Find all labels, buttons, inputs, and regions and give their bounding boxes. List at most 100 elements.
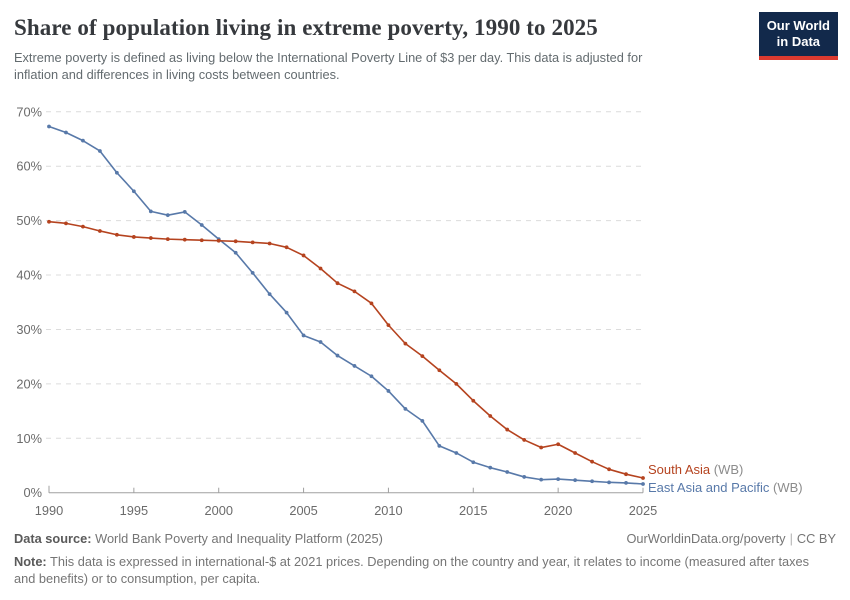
attribution-separator: | — [789, 531, 793, 546]
attribution-line: OurWorldinData.org/poverty | CC BY — [626, 531, 836, 546]
data-point — [369, 374, 374, 379]
data-point — [505, 470, 510, 474]
data-point — [352, 289, 357, 294]
x-axis-tick-label: 2000 — [204, 503, 232, 518]
y-axis-tick-label: 0% — [24, 485, 43, 500]
data-point — [437, 444, 442, 448]
note-line-2: and benefits) or to consumption, per cap… — [14, 571, 261, 586]
data-point — [182, 237, 187, 242]
chart-subtitle: Extreme poverty is defined as living bel… — [14, 50, 642, 83]
data-point — [301, 333, 306, 338]
x-axis-tick-label: 2025 — [629, 503, 657, 518]
data-point — [505, 427, 510, 432]
data-point — [233, 239, 238, 244]
series-line-south-asia — [48, 220, 644, 479]
data-point — [81, 224, 85, 229]
data-point — [488, 414, 493, 418]
data-source-line: Data source: World Bank Poverty and Ineq… — [14, 531, 383, 546]
data-point — [318, 266, 323, 271]
owid-logo-line-2: in Data — [776, 34, 821, 50]
data-point — [471, 460, 476, 465]
note-label: Note: — [14, 554, 47, 569]
data-point — [47, 124, 51, 129]
data-point — [267, 241, 272, 246]
data-point — [522, 475, 527, 479]
data-point — [624, 472, 628, 477]
data-point — [403, 341, 408, 346]
data-point — [369, 301, 374, 306]
data-point — [165, 237, 170, 242]
owid-logo-line-1: Our World — [766, 18, 830, 33]
data-point — [539, 445, 544, 450]
legend-label-east-asia-and-pacific: East Asia and Pacific (WB) — [648, 480, 803, 495]
y-axis-tick-label: 60% — [16, 159, 42, 174]
data-source-label: Data source: — [14, 531, 92, 546]
data-point — [590, 459, 594, 464]
data-point — [131, 189, 136, 194]
y-axis-tick-label: 40% — [16, 268, 42, 283]
owid-logo-red-bar — [758, 55, 838, 60]
data-point — [182, 210, 187, 214]
data-point — [114, 232, 119, 237]
data-point — [522, 438, 527, 442]
data-point — [199, 238, 204, 243]
data-point — [488, 465, 493, 470]
series-line-east-asia-and-pacific — [48, 125, 644, 485]
data-point — [250, 270, 255, 275]
data-point — [624, 481, 628, 485]
data-point — [233, 250, 238, 255]
data-source-value: World Bank Poverty and Inequality Platfo… — [95, 531, 383, 546]
x-axis-tick-label: 2005 — [289, 503, 317, 518]
data-point — [420, 418, 425, 423]
data-point — [607, 467, 611, 472]
data-point — [250, 240, 255, 245]
chart-footer: Data source: World Bank Poverty and Ineq… — [14, 531, 836, 546]
data-point — [98, 229, 102, 233]
data-point — [98, 149, 102, 153]
data-point — [454, 451, 459, 455]
data-point — [420, 354, 425, 359]
page-title: Share of population living in extreme po… — [14, 15, 598, 40]
license-link[interactable]: CC BY — [796, 531, 836, 546]
y-axis-tick-label: 70% — [16, 104, 42, 119]
subtitle-line-2: inflation and differences in living cost… — [14, 66, 340, 82]
note-line-1: Note: This data is expressed in internat… — [14, 553, 809, 570]
data-point — [641, 482, 645, 486]
data-point — [437, 368, 442, 373]
data-point — [81, 138, 85, 143]
chart-note: Note: This data is expressed in internat… — [14, 553, 809, 587]
x-axis-tick-label: 1995 — [120, 503, 148, 518]
data-point — [590, 479, 594, 484]
chart-header: Share of population living in extreme po… — [14, 15, 642, 83]
data-point — [641, 476, 645, 480]
data-point — [539, 477, 544, 482]
note-text-1: This data is expressed in international-… — [50, 554, 810, 569]
data-point — [471, 398, 476, 403]
data-point — [556, 477, 561, 481]
data-point — [556, 442, 561, 447]
data-point — [386, 389, 391, 393]
data-point — [403, 407, 408, 411]
y-axis-tick-label: 10% — [16, 431, 42, 446]
data-point — [131, 235, 136, 239]
data-point — [301, 253, 306, 258]
x-axis-tick-label: 2020 — [544, 503, 572, 518]
legend-label-south-asia: South Asia (WB) — [648, 462, 743, 477]
data-point — [47, 219, 51, 224]
data-point — [284, 310, 289, 315]
data-point — [216, 238, 221, 243]
owid-url-link[interactable]: OurWorldinData.org/poverty — [626, 531, 786, 546]
y-axis-tick-label: 20% — [16, 376, 42, 391]
data-point — [114, 170, 119, 175]
data-point — [335, 353, 340, 358]
subtitle-line-1: Extreme poverty is defined as living bel… — [14, 50, 643, 65]
data-point — [607, 480, 611, 485]
data-point — [335, 281, 340, 286]
data-point — [267, 292, 272, 296]
x-axis-tick-label: 1990 — [35, 503, 63, 518]
data-point — [573, 451, 578, 455]
x-axis-tick-label: 2010 — [374, 503, 402, 518]
data-point — [573, 478, 578, 483]
